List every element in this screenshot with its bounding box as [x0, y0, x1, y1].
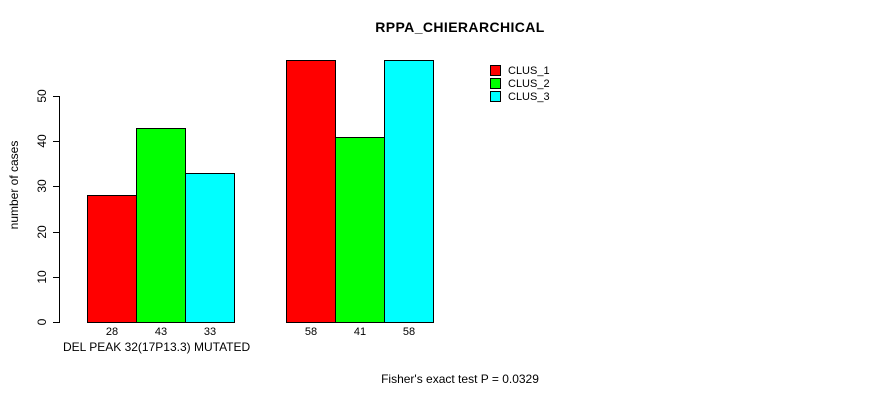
legend-swatch-clus_3 [490, 91, 501, 102]
fisher-test-annotation: Fisher's exact test P = 0.0329 [381, 372, 539, 386]
bar-clus_3-group2 [384, 59, 434, 323]
legend-row: CLUS_1 [490, 64, 550, 77]
y-axis-tick [53, 186, 59, 188]
bar-value-label: 41 [353, 326, 367, 338]
y-axis-tick-label: 50 [35, 89, 49, 103]
legend: CLUS_1 CLUS_2 CLUS_3 [490, 64, 550, 103]
y-axis-tick-label: 0 [35, 318, 49, 326]
legend-label: CLUS_1 [508, 64, 550, 77]
y-axis-tick [53, 96, 59, 97]
y-axis-tick-label: 10 [35, 270, 49, 284]
legend-swatch-clus_1 [490, 65, 501, 76]
bar-value-label: 33 [203, 326, 217, 338]
bar-value-label: 43 [154, 326, 168, 338]
bar-value-label: 28 [105, 326, 119, 338]
bar-clus_3-group1 [185, 172, 235, 323]
bar-clus_1-group1 [87, 195, 137, 323]
bar-clus_2-group1 [136, 127, 186, 323]
bar-value-label: 58 [402, 326, 416, 338]
bar-clus_2-group2 [335, 136, 385, 323]
legend-label: CLUS_3 [508, 90, 550, 103]
x-axis-label: DEL PEAK 32(17P13.3) MUTATED [63, 340, 251, 354]
y-axis-tick [53, 322, 59, 323]
chart-title: RPPA_CHIERARCHICAL [375, 19, 545, 35]
y-axis-tick-label: 20 [35, 224, 49, 239]
y-axis-tick [53, 276, 59, 278]
y-axis-tick [53, 141, 59, 143]
bar-value-label: 58 [304, 326, 318, 338]
legend-row: CLUS_2 [490, 77, 550, 90]
legend-label: CLUS_2 [508, 77, 550, 90]
y-axis-tick [53, 231, 59, 233]
y-axis-label: number of cases [7, 140, 21, 230]
y-axis-tick-label: 40 [35, 134, 49, 148]
legend-swatch-clus_2 [490, 78, 501, 89]
bar-clus_1-group2 [286, 59, 336, 323]
legend-row: CLUS_3 [490, 90, 550, 103]
y-axis-tick-label: 30 [35, 179, 49, 194]
y-axis-line [59, 96, 60, 323]
